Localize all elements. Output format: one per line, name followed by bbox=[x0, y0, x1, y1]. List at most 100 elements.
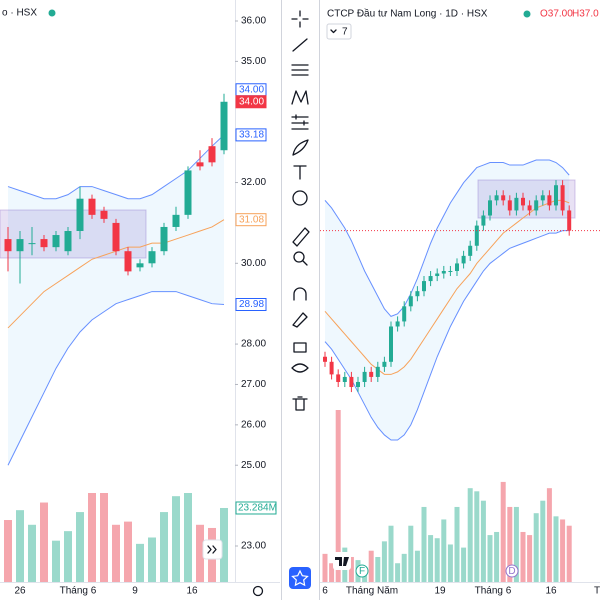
y-tick-label: 32.00 bbox=[241, 177, 266, 188]
measure-tool[interactable] bbox=[292, 227, 310, 247]
lock-tool[interactable] bbox=[293, 342, 307, 353]
x-date-label: Tháng 6 bbox=[60, 586, 97, 597]
event-badge-label: D bbox=[508, 566, 515, 577]
candle-body bbox=[184, 170, 192, 215]
band-lower bbox=[7, 291, 225, 466]
volume-bar bbox=[507, 506, 513, 582]
volume-bar bbox=[322, 553, 328, 582]
volume-bar bbox=[136, 543, 144, 582]
x-date-label: 26 bbox=[14, 586, 26, 597]
candle-body bbox=[382, 361, 387, 367]
candle-body bbox=[323, 356, 327, 362]
candle-body bbox=[474, 225, 479, 246]
scroll-icon bbox=[207, 545, 217, 554]
volume-bar bbox=[527, 535, 533, 582]
volume-bar bbox=[16, 510, 24, 582]
price-tag-label: 33.18 bbox=[239, 130, 264, 141]
x-date-label: 16 bbox=[186, 586, 198, 597]
volume-bar bbox=[546, 488, 552, 582]
settings-button[interactable] bbox=[252, 585, 264, 597]
volume-tag-label: 23.284M bbox=[238, 503, 277, 514]
candle-body bbox=[540, 195, 545, 201]
candle-body bbox=[455, 263, 459, 271]
volume-bar bbox=[368, 550, 374, 582]
y-tick-label: 27.00 bbox=[241, 379, 266, 390]
candle-body bbox=[336, 374, 341, 382]
candle-body bbox=[547, 195, 552, 206]
candle-body bbox=[349, 376, 354, 388]
forecast-tool[interactable] bbox=[291, 114, 309, 130]
candle-body bbox=[160, 226, 168, 252]
magnet-tool[interactable] bbox=[293, 287, 307, 301]
volume-bar bbox=[454, 506, 460, 582]
volume-bar bbox=[566, 525, 572, 582]
volume-bar bbox=[348, 556, 354, 582]
y-tick-label: 25.00 bbox=[241, 460, 266, 471]
crosshair-tool[interactable] bbox=[291, 10, 309, 28]
candle-body bbox=[369, 371, 374, 377]
volume-bar bbox=[388, 525, 394, 582]
zoom-tool[interactable] bbox=[293, 251, 305, 263]
star-icon bbox=[291, 569, 309, 587]
hide-tool[interactable] bbox=[291, 363, 309, 373]
candle-body bbox=[112, 222, 120, 252]
volume-bar bbox=[184, 493, 192, 582]
candle-body bbox=[136, 263, 144, 268]
left-chart: o · HSX 36.00 35.00 32.00 30.00 28.00 27.00 26… bbox=[0, 0, 280, 597]
volume-bar bbox=[52, 540, 60, 582]
fib-tool[interactable] bbox=[291, 64, 309, 76]
volume-bar bbox=[447, 544, 453, 582]
text-tool[interactable] bbox=[293, 165, 307, 180]
y-tick-label: 30.00 bbox=[241, 258, 266, 269]
candle-body bbox=[196, 162, 204, 167]
candle-body bbox=[461, 255, 466, 264]
candle-body bbox=[441, 270, 446, 274]
price-tag-label: 31.08 bbox=[239, 214, 264, 225]
y-tick-label: 35.00 bbox=[241, 56, 266, 67]
trendline-tool[interactable] bbox=[292, 38, 308, 52]
volume-bar bbox=[64, 531, 72, 582]
x-date-label: T bbox=[594, 586, 600, 597]
favorites-button[interactable] bbox=[289, 567, 311, 589]
range-box bbox=[477, 179, 576, 219]
lock-draw-tool[interactable] bbox=[292, 312, 308, 328]
drawing-toolbar bbox=[281, 0, 320, 600]
y-tick-label: 26.00 bbox=[241, 419, 266, 430]
candle-body bbox=[329, 361, 334, 375]
candle-body bbox=[208, 146, 216, 163]
ohlc-high: H37.0 bbox=[572, 9, 599, 20]
scroll-button[interactable] bbox=[202, 539, 223, 560]
icon-tool[interactable] bbox=[292, 190, 308, 206]
volume-bar bbox=[40, 502, 48, 582]
candle-body bbox=[76, 198, 84, 231]
brush-tool[interactable] bbox=[292, 139, 309, 156]
candle-body bbox=[422, 281, 426, 292]
candle-body bbox=[4, 239, 12, 252]
pattern-tool[interactable] bbox=[291, 90, 309, 105]
volume-tag bbox=[235, 501, 277, 515]
candle-body bbox=[514, 197, 519, 211]
band-basis bbox=[324, 199, 570, 375]
candle-body bbox=[40, 239, 48, 248]
volume-bar bbox=[467, 488, 473, 582]
candle-body bbox=[28, 243, 36, 245]
candle-body bbox=[100, 210, 108, 219]
x-date-label: Tháng Năm bbox=[346, 586, 398, 597]
delete-tool[interactable] bbox=[292, 396, 308, 411]
candle-body bbox=[395, 321, 400, 327]
price-axis: 36.00 35.00 32.00 30.00 28.00 27.00 26.00 25.00… bbox=[14, 16, 276, 597]
plot bbox=[320, 159, 600, 582]
candle-body bbox=[375, 366, 380, 377]
price-tag bbox=[235, 298, 267, 311]
volume-bar bbox=[500, 481, 506, 582]
candle-body bbox=[560, 185, 565, 211]
volume-bar bbox=[88, 493, 96, 582]
indicators-toggle[interactable] bbox=[326, 23, 352, 40]
candle-body bbox=[534, 200, 539, 211]
event-badge[interactable] bbox=[505, 564, 519, 578]
volume-bar bbox=[329, 563, 335, 582]
volume-bar bbox=[421, 506, 427, 582]
event-badge[interactable] bbox=[355, 564, 369, 578]
candle-body bbox=[356, 381, 360, 388]
candle-body bbox=[567, 210, 572, 231]
